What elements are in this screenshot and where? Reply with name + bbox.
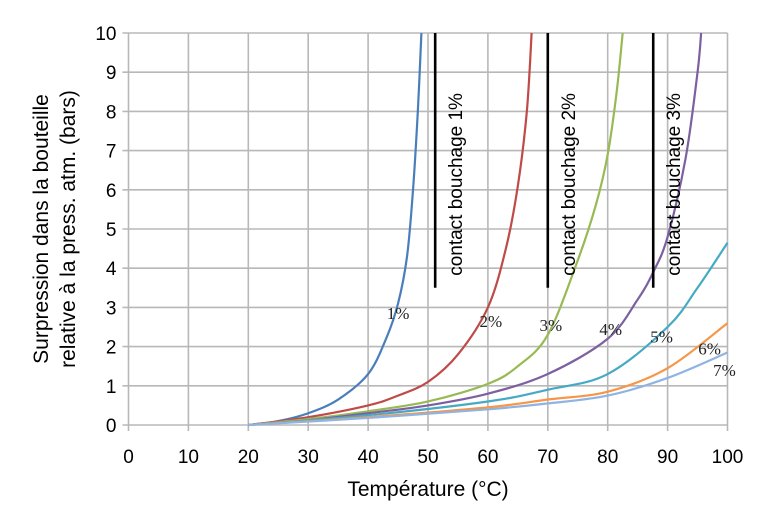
y-tick-label: 2 (106, 338, 117, 359)
series-line-3pct (248, 32, 624, 427)
series-line-7pct (248, 351, 728, 427)
y-axis-label-line-1: Surpression dans la bouteille (30, 94, 53, 364)
contact-label: contact bouchage 1% (446, 93, 467, 276)
y-tick-label: 4 (106, 259, 117, 280)
series-label: 6% (698, 339, 721, 358)
series-line-1pct (248, 32, 423, 427)
series-curves (248, 32, 729, 427)
series-label: 5% (650, 328, 673, 347)
series-labels: 1% 2% 3% 4% 5% 6% 7% (387, 304, 736, 380)
x-tick-label: 70 (537, 447, 558, 468)
series-label: 4% (599, 320, 622, 339)
grid (122, 32, 729, 431)
y-tick-label: 0 (106, 416, 117, 437)
y-axis-label-line-2: relative à la press. atm. (bars) (57, 90, 80, 368)
series-label: 1% (387, 304, 410, 323)
series-line-2pct (248, 32, 533, 427)
series-line-4pct (248, 32, 703, 427)
y-tick-label: 1 (106, 377, 117, 398)
y-tick-label: 3 (106, 298, 117, 319)
contact-label: contact bouchage 3% (664, 93, 685, 276)
x-tick-label: 30 (298, 447, 319, 468)
y-axis-label: Surpression dans la bouteille relative à… (30, 90, 80, 368)
contact-annotations: contact bouchage 1% contact bouchage 2% co… (433, 33, 685, 288)
series-label: 3% (539, 316, 562, 335)
y-tick-label: 5 (106, 220, 117, 241)
x-tick-label: 40 (358, 447, 379, 468)
x-tick-label: 10 (178, 447, 199, 468)
x-tick-label: 20 (238, 447, 259, 468)
x-axis-label: Température (°C) (347, 478, 508, 501)
y-tick-label: 7 (106, 142, 117, 163)
x-tick-label: 80 (597, 447, 618, 468)
x-tick-label: 50 (417, 447, 438, 468)
y-tick-label: 6 (106, 181, 117, 202)
x-tick-label: 90 (657, 447, 678, 468)
x-tick-label: 60 (477, 447, 498, 468)
tick-labels: 0 10 20 30 40 50 60 70 80 90 100 0 1 2 3 4 5 6 7 8 9 10 (95, 24, 743, 468)
series-line-5pct (248, 242, 729, 427)
y-tick-label: 8 (106, 102, 117, 123)
x-tick-label: 100 (712, 447, 744, 468)
contact-label: contact bouchage 2% (559, 93, 580, 276)
series-label: 2% (480, 312, 503, 331)
series-label: 7% (713, 361, 736, 380)
x-tick-label: 0 (123, 447, 134, 468)
y-tick-label: 9 (106, 63, 117, 84)
y-tick-label: 10 (95, 24, 116, 45)
